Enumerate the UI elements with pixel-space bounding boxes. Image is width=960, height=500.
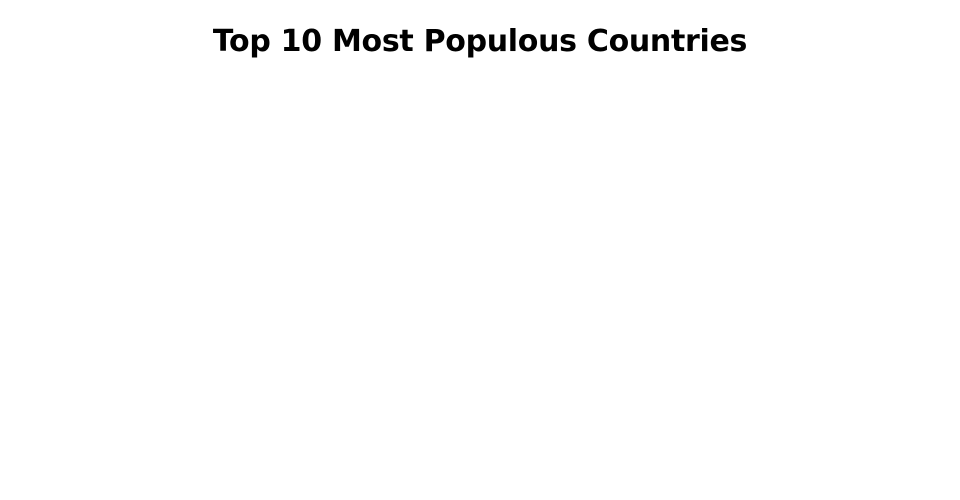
chart-plot-area [0,80,960,500]
chart-title: Top 10 Most Populous Countries [212,24,748,59]
